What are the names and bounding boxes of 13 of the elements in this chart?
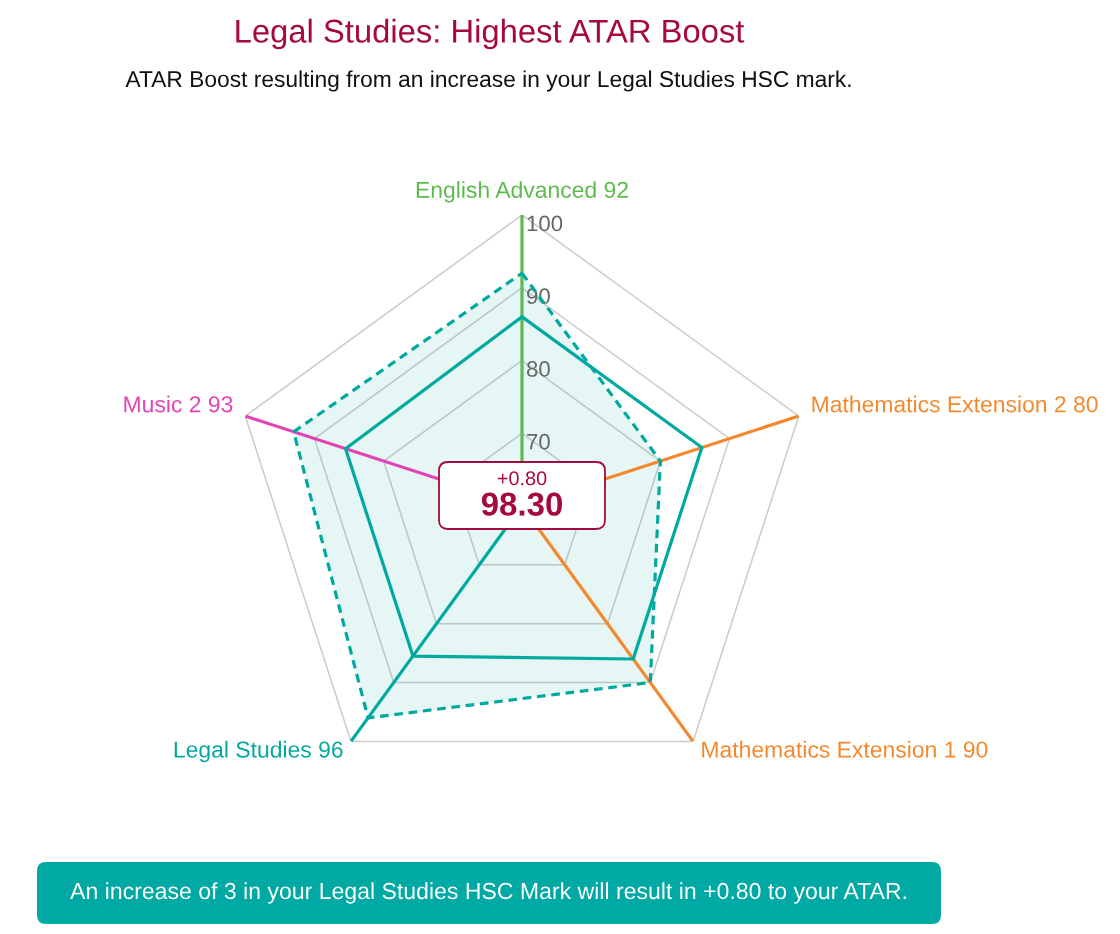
y-tick-label: 70 (527, 433, 550, 450)
text: +0.80 (497, 471, 547, 486)
y-tick-label: 80 (526, 361, 550, 377)
spoke-label: Music 2 93 (124, 395, 233, 413)
text: An increase of 3 in your Legal Studies HSC Mark will result in +0.80 to your ATAR. (70, 882, 906, 904)
y-tick-label: 100 (527, 215, 563, 232)
chart-title: Legal Studies: Highest ATAR Boost (236, 18, 745, 50)
spoke-label: Mathematics Extension 2 80 (812, 395, 1098, 413)
spoke-label: Legal Studies 96 (174, 740, 343, 763)
spoke-label: English Advanced 92 (416, 181, 628, 203)
text: 98.30 (481, 492, 563, 516)
spoke-label: Mathematics Extension 1 90 (702, 740, 988, 758)
chart-subtitle: ATAR Boost resulting from an increase in your Legal Studies HSC mark. (125, 70, 851, 92)
